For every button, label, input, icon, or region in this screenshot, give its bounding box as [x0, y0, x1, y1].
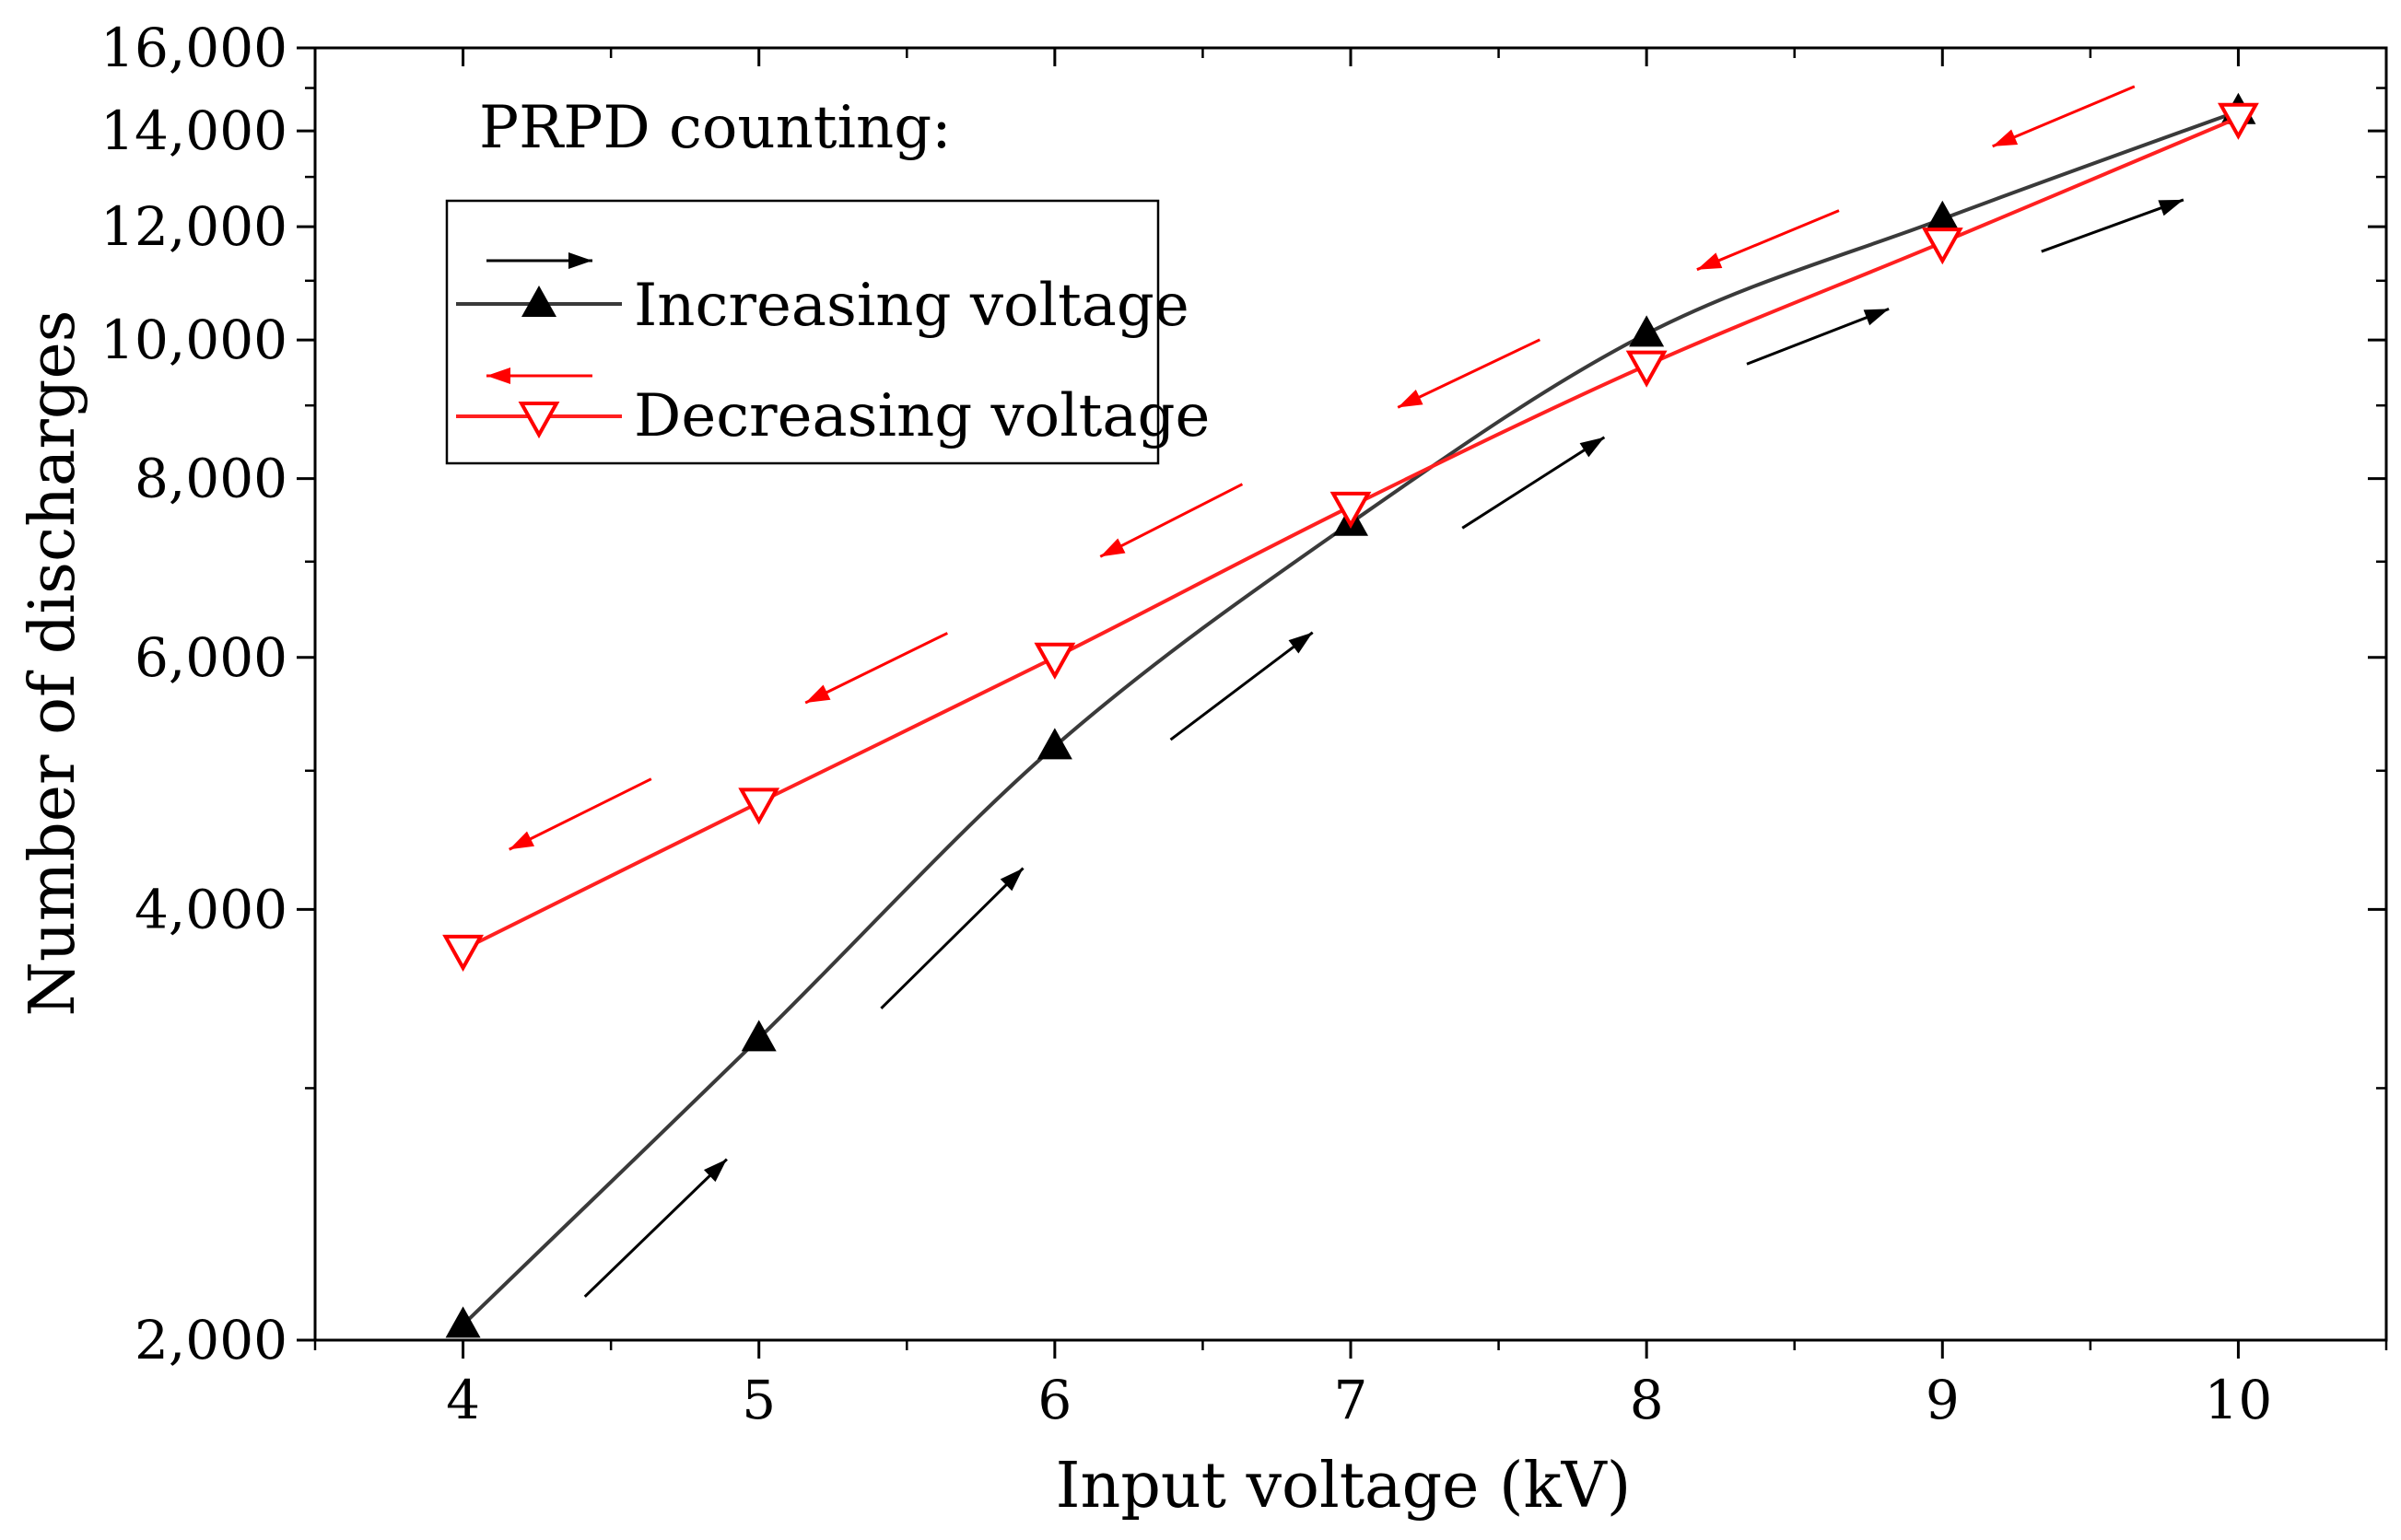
direction-arrow-decreasing-head	[1992, 129, 2019, 146]
data-point-decreasing	[1034, 642, 1076, 680]
y-tick-label: 6,000	[135, 626, 287, 689]
direction-arrow-increasing	[880, 867, 1025, 1009]
y-tick-label: 12,000	[100, 195, 287, 258]
data-point-decreasing	[2218, 102, 2259, 140]
legend-marker-increasing	[521, 286, 556, 317]
legend-items	[456, 252, 622, 439]
y-tick-label: 4,000	[135, 878, 287, 940]
data-point-increasing	[445, 1306, 481, 1338]
direction-arrow-decreasing	[509, 777, 652, 851]
legend-arrow-decreasing	[486, 368, 592, 384]
x-tick-label: 5	[742, 1369, 776, 1431]
direction-arrow-increasing-head	[703, 1159, 727, 1183]
direction-arrow-decreasing-shaft	[1696, 209, 1840, 272]
direction-arrows-layer	[509, 85, 2184, 1298]
direction-arrow-increasing-head	[1288, 632, 1313, 654]
direction-arrow-increasing-shaft	[2041, 198, 2184, 253]
direction-arrow-decreasing-shaft	[804, 632, 948, 705]
direction-arrow-increasing	[1461, 436, 1606, 530]
y-tick-label: 10,000	[100, 309, 287, 371]
direction-arrow-decreasing-shaft	[1992, 85, 2136, 148]
direction-arrow-increasing-shaft	[880, 867, 1025, 1009]
legend-marker-decreasing	[518, 402, 560, 439]
direction-arrow-increasing	[583, 1158, 728, 1298]
y-tick-label: 2,000	[135, 1309, 287, 1371]
direction-arrow-decreasing-shaft	[1099, 483, 1244, 558]
direction-arrow-increasing-head	[1000, 868, 1024, 892]
x-tick-label: 6	[1037, 1369, 1072, 1431]
direction-arrow-decreasing-shaft	[509, 777, 652, 851]
direction-arrow-increasing-shaft	[1461, 436, 1606, 530]
direction-arrow-increasing-head	[2158, 199, 2184, 216]
direction-arrow-increasing	[1169, 631, 1314, 741]
series-layer	[442, 92, 2259, 1338]
direction-arrow-decreasing-head	[1696, 252, 1723, 270]
direction-arrow-increasing-shaft	[583, 1158, 728, 1298]
legend-arrow-decreasing-head	[486, 368, 510, 384]
direction-arrow-decreasing	[1992, 85, 2136, 148]
data-point-increasing	[1037, 728, 1072, 760]
direction-arrow-increasing-head	[1579, 437, 1605, 458]
data-point-increasing	[1925, 200, 1961, 232]
data-point-decreasing	[1921, 228, 1963, 265]
direction-arrow-increasing-shaft	[1746, 307, 1890, 366]
y-tick-label: 14,000	[100, 99, 287, 162]
direction-arrow-decreasing-head	[805, 684, 831, 704]
legend-arrow-increasing-head	[568, 252, 592, 269]
data-point-decreasing	[738, 788, 780, 825]
data-point-decreasing	[1329, 491, 1372, 529]
direction-arrow-decreasing	[804, 632, 948, 705]
y-tick-label: 8,000	[135, 448, 287, 510]
x-tick-label: 10	[2205, 1369, 2273, 1431]
direction-arrow-decreasing-shaft	[1397, 338, 1541, 409]
direction-arrow-decreasing	[1099, 483, 1244, 558]
legend-label-increasing: Increasing voltage	[634, 272, 1189, 340]
direction-arrow-decreasing-head	[1100, 538, 1126, 557]
direction-arrow-increasing	[2041, 198, 2184, 253]
data-point-increasing	[1629, 315, 1665, 347]
series-decreasing	[442, 102, 2259, 972]
direction-arrow-increasing-head	[1863, 309, 1890, 326]
y-axis-label: Number of discharges	[17, 309, 89, 1016]
direction-arrow-decreasing-head	[509, 831, 534, 850]
data-point-decreasing	[1625, 350, 1668, 388]
y-tick-label: 16,000	[100, 17, 287, 79]
data-point-increasing	[741, 1020, 777, 1052]
direction-arrow-decreasing-head	[1398, 390, 1423, 408]
legend: Increasing voltage Decreasing voltage	[445, 199, 1210, 465]
x-axis-label: Input voltage (kV)	[1056, 1450, 1632, 1522]
direction-arrow-increasing-shaft	[1169, 631, 1314, 741]
x-tick-label: 8	[1630, 1369, 1664, 1431]
direction-arrow-decreasing	[1397, 338, 1541, 409]
x-tick-label: 9	[1926, 1369, 1960, 1431]
prpd-annotation: PRPD counting:	[479, 94, 952, 162]
direction-arrow-increasing	[1746, 307, 1890, 366]
legend-arrow-increasing	[486, 252, 592, 269]
x-tick-label: 4	[446, 1369, 480, 1431]
direction-arrow-decreasing	[1696, 209, 1840, 272]
data-point-decreasing	[442, 934, 484, 972]
x-tick-label: 7	[1334, 1369, 1368, 1431]
legend-label-decreasing: Decreasing voltage	[634, 382, 1210, 450]
axes-layer: 4 5 6 7 8 9 10 2,000 4,000 6,000 8,000 10,000 12,000…	[100, 17, 2388, 1431]
legend-box	[445, 199, 1160, 465]
